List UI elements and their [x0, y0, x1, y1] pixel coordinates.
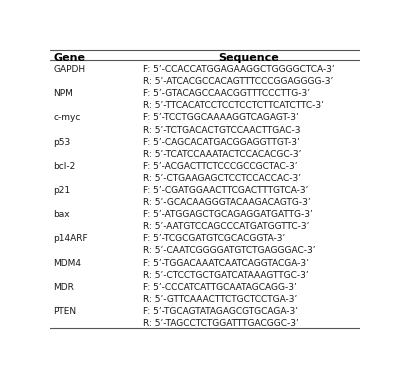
Text: F: 5’-TGGACAAATCAATCAGGTACGA-3’: F: 5’-TGGACAAATCAATCAGGTACGA-3’: [143, 259, 309, 268]
Text: Sequence: Sequence: [218, 53, 279, 63]
Text: F: 5’-TGCAGTATAGAGCGTGCAGA-3’: F: 5’-TGCAGTATAGAGCGTGCAGA-3’: [143, 307, 298, 316]
Text: NPM: NPM: [53, 89, 73, 98]
Text: R: 5’-TAGCCTCTGGATTTGACGGC-3’: R: 5’-TAGCCTCTGGATTTGACGGC-3’: [143, 319, 299, 328]
Text: F: 5’-ACGACTTCTCCCGCCGCTAC-3’: F: 5’-ACGACTTCTCCCGCCGCTAC-3’: [143, 162, 298, 171]
Text: PTEN: PTEN: [53, 307, 76, 316]
Text: p14ARF: p14ARF: [53, 234, 88, 244]
Text: c-myc: c-myc: [53, 113, 80, 123]
Text: R: 5’-CTCCTGCTGATCATAAAGTTGC-3’: R: 5’-CTCCTGCTGATCATAAAGTTGC-3’: [143, 271, 309, 280]
Text: F: 5’-CAGCACATGACGGAGGTTGT-3’: F: 5’-CAGCACATGACGGAGGTTGT-3’: [143, 137, 300, 147]
Text: MDM4: MDM4: [53, 259, 81, 268]
Text: F: 5’-TCCTGGCAAAAGGTCAGAGT-3’: F: 5’-TCCTGGCAAAAGGTCAGAGT-3’: [143, 113, 299, 123]
Text: F: 5’-TCGCGATGTCGCACGGTA-3’: F: 5’-TCGCGATGTCGCACGGTA-3’: [143, 234, 285, 244]
Text: R: 5’-CAATCGGGGATGTCTGAGGGAC-3’: R: 5’-CAATCGGGGATGTCTGAGGGAC-3’: [143, 247, 316, 255]
Text: R: 5’-TTCACATCCTCCTCCTCTTCATCTTC-3’: R: 5’-TTCACATCCTCCTCCTCTTCATCTTC-3’: [143, 101, 324, 110]
Text: p53: p53: [53, 137, 70, 147]
Text: F: 5’-ATGGAGCTGCAGAGGATGATTG-3’: F: 5’-ATGGAGCTGCAGAGGATGATTG-3’: [143, 210, 313, 219]
Text: bax: bax: [53, 210, 70, 219]
Text: GAPDH: GAPDH: [53, 65, 85, 74]
Text: R: 5’-AATGTCCAGCCCATGATGGTTC-3’: R: 5’-AATGTCCAGCCCATGATGGTTC-3’: [143, 222, 309, 231]
Text: R: 5’-TCTGACACTGTCCAACTTGAC-3: R: 5’-TCTGACACTGTCCAACTTGAC-3: [143, 126, 300, 134]
Text: Gene: Gene: [53, 53, 85, 63]
Text: F: 5’-CCCATCATTGCAATAGCAGG-3’: F: 5’-CCCATCATTGCAATAGCAGG-3’: [143, 283, 297, 292]
Text: MDR: MDR: [53, 283, 74, 292]
Text: R: 5’-TCATCCAAATACTCCACACGC-3’: R: 5’-TCATCCAAATACTCCACACGC-3’: [143, 150, 301, 159]
Text: R: 5’-ATCACGCCACAGTTTCCCGGAGGGG-3’: R: 5’-ATCACGCCACAGTTTCCCGGAGGGG-3’: [143, 77, 333, 86]
Text: p21: p21: [53, 186, 70, 195]
Text: F: 5’-CGATGGAACTTCGACTTTGTCA-3’: F: 5’-CGATGGAACTTCGACTTTGTCA-3’: [143, 186, 308, 195]
Text: R: 5’-GCACAAGGGTACAAGACAGTG-3’: R: 5’-GCACAAGGGTACAAGACAGTG-3’: [143, 198, 311, 207]
Text: R: 5’-CTGAAGAGCTCCTCCACCAC-3’: R: 5’-CTGAAGAGCTCCTCCACCAC-3’: [143, 174, 301, 183]
Text: F: 5’-GTACAGCCAACGGTTTCCCTTG-3’: F: 5’-GTACAGCCAACGGTTTCCCTTG-3’: [143, 89, 310, 98]
Text: F: 5’-CCACCATGGAGAAGGCTGGGGCTCA-3’: F: 5’-CCACCATGGAGAAGGCTGGGGCTCA-3’: [143, 65, 335, 74]
Text: R: 5’-GTTCAAACTTCTGCTCCTGA-3’: R: 5’-GTTCAAACTTCTGCTCCTGA-3’: [143, 295, 297, 304]
Text: bcl-2: bcl-2: [53, 162, 75, 171]
